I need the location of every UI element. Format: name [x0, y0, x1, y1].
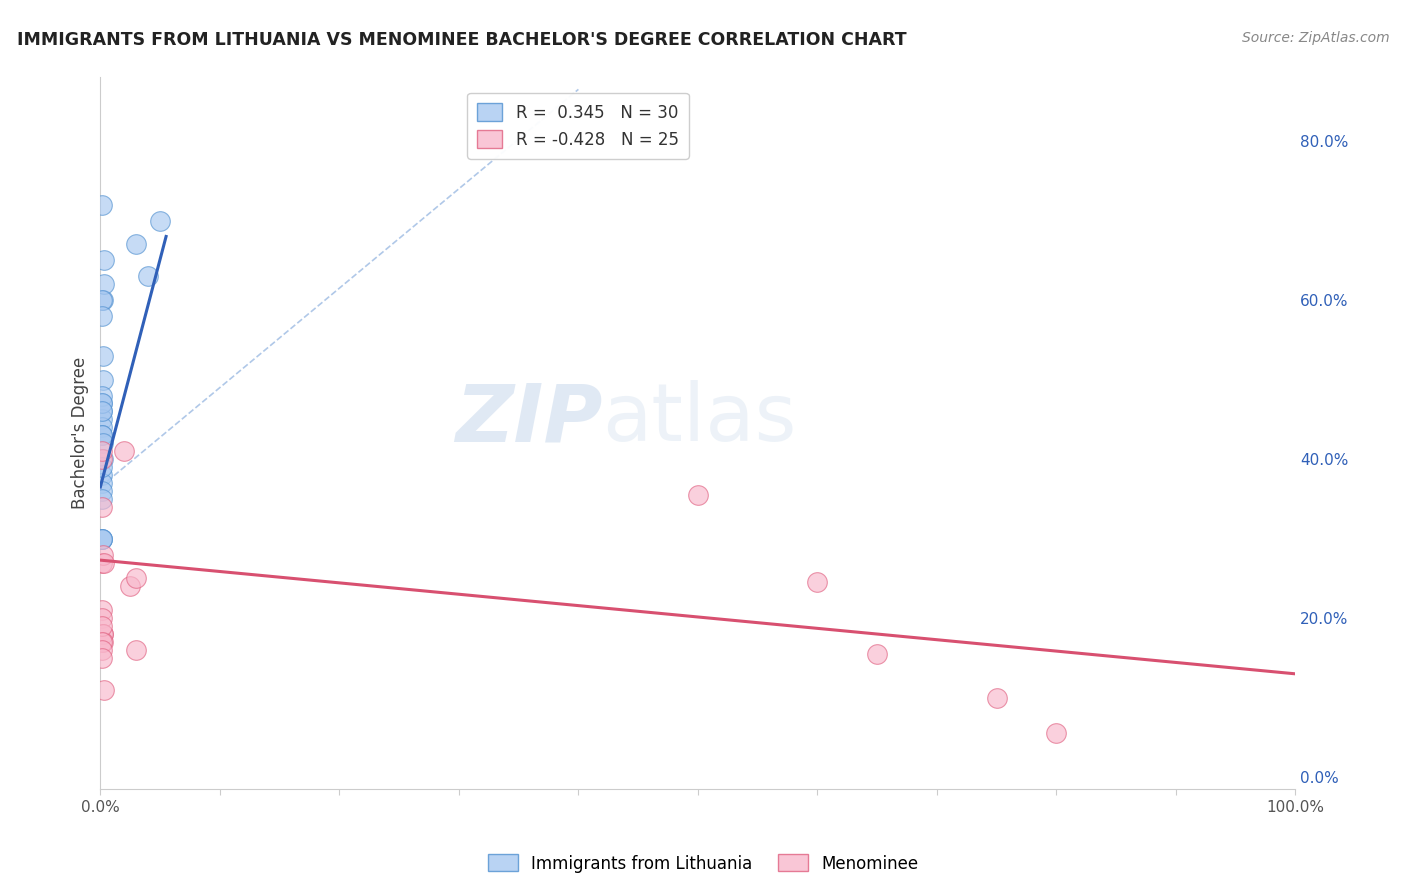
- Point: [91, 548, 114, 562]
- Point: [90, 428, 112, 442]
- Point: [90, 491, 112, 506]
- Text: IMMIGRANTS FROM LITHUANIA VS MENOMINEE BACHELOR'S DEGREE CORRELATION CHART: IMMIGRANTS FROM LITHUANIA VS MENOMINEE B…: [17, 31, 907, 49]
- Point: [686, 488, 709, 502]
- Point: [90, 468, 112, 483]
- Point: [90, 532, 112, 546]
- Point: [806, 575, 828, 590]
- Point: [1045, 726, 1067, 740]
- Point: [90, 396, 112, 410]
- Point: [112, 444, 135, 458]
- Point: [90, 500, 112, 514]
- Point: [93, 556, 115, 570]
- Point: [125, 571, 148, 585]
- Point: [90, 603, 112, 617]
- Legend: R =  0.345   N = 30, R = -0.428   N = 25: R = 0.345 N = 30, R = -0.428 N = 25: [467, 93, 689, 159]
- Point: [90, 643, 112, 657]
- Point: [91, 293, 114, 307]
- Point: [90, 483, 112, 498]
- Text: Source: ZipAtlas.com: Source: ZipAtlas.com: [1241, 31, 1389, 45]
- Y-axis label: Bachelor's Degree: Bachelor's Degree: [72, 357, 89, 509]
- Point: [125, 643, 148, 657]
- Point: [90, 532, 112, 546]
- Text: atlas: atlas: [602, 380, 797, 458]
- Point: [90, 452, 112, 467]
- Text: ZIP: ZIP: [456, 380, 602, 458]
- Point: [90, 420, 112, 434]
- Point: [90, 404, 112, 418]
- Point: [93, 253, 115, 268]
- Point: [91, 349, 114, 363]
- Point: [90, 619, 112, 633]
- Point: [91, 627, 114, 641]
- Point: [120, 579, 142, 593]
- Point: [90, 197, 112, 211]
- Point: [136, 269, 159, 284]
- Point: [90, 532, 112, 546]
- Point: [91, 635, 114, 649]
- Point: [90, 396, 112, 410]
- Point: [90, 388, 112, 402]
- Point: [90, 556, 112, 570]
- Point: [90, 412, 112, 426]
- Point: [91, 452, 114, 467]
- Point: [125, 237, 148, 252]
- Point: [93, 277, 115, 292]
- Point: [90, 611, 112, 625]
- Point: [93, 682, 115, 697]
- Point: [91, 436, 114, 450]
- Point: [986, 690, 1008, 705]
- Point: [90, 460, 112, 475]
- Point: [90, 475, 112, 490]
- Point: [90, 293, 112, 307]
- Point: [91, 373, 114, 387]
- Point: [91, 627, 114, 641]
- Point: [90, 635, 112, 649]
- Point: [90, 428, 112, 442]
- Point: [149, 213, 172, 227]
- Point: [90, 404, 112, 418]
- Point: [90, 651, 112, 665]
- Point: [90, 309, 112, 323]
- Point: [866, 647, 889, 661]
- Legend: Immigrants from Lithuania, Menominee: Immigrants from Lithuania, Menominee: [481, 847, 925, 880]
- Point: [90, 444, 112, 458]
